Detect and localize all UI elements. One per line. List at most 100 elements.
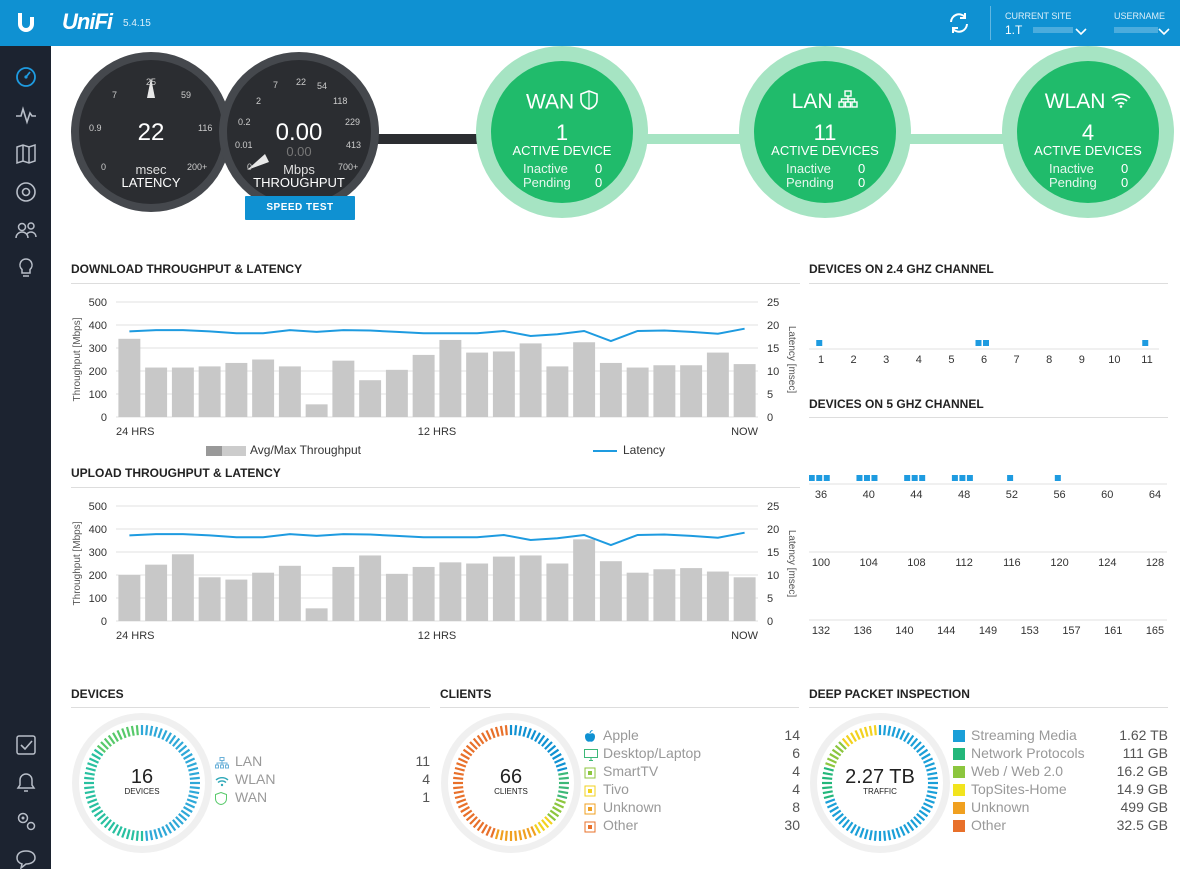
channel-device-marker[interactable] (919, 475, 926, 481)
clients-legend-item[interactable]: Tivo 4 (584, 781, 800, 799)
clients-legend-item[interactable]: Unknown 8 (584, 799, 800, 817)
upload-bar[interactable] (171, 554, 194, 621)
upload-bar[interactable] (599, 561, 622, 621)
devices-legend-item[interactable]: WLAN 4 (215, 771, 430, 789)
channel-device-marker[interactable] (863, 475, 870, 481)
upload-bar[interactable] (733, 577, 756, 621)
download-bar[interactable] (118, 338, 141, 417)
upload-bar[interactable] (680, 568, 703, 621)
upload-bar[interactable] (198, 577, 221, 621)
upload-bar[interactable] (466, 563, 489, 622)
channel-device-marker[interactable] (809, 475, 815, 481)
ubiquiti-logo[interactable] (13, 10, 39, 36)
download-bar[interactable] (573, 342, 596, 417)
dpi-legend-item[interactable]: Web / Web 2.0 16.2 GB (953, 763, 1168, 781)
channel-device-marker[interactable] (823, 475, 830, 481)
download-bar[interactable] (466, 352, 489, 417)
channel-device-marker[interactable] (951, 475, 958, 481)
download-bar[interactable] (305, 404, 328, 417)
dpi-legend-item[interactable]: Network Protocols 111 GB (953, 745, 1168, 763)
upload-bar[interactable] (385, 573, 408, 621)
download-latency-line[interactable] (129, 327, 745, 343)
statistics-icon[interactable] (14, 103, 38, 127)
channel-device-marker[interactable] (1142, 340, 1149, 346)
download-bar[interactable] (145, 367, 168, 417)
upload-throughput-chart[interactable]: 0 100 200 300 400 500 0 5 10 15 20 25 Throughput [Mb… (66, 494, 806, 644)
map-icon[interactable] (14, 142, 38, 166)
upload-bar[interactable] (573, 539, 596, 621)
download-bar[interactable] (492, 351, 515, 417)
upload-bar[interactable] (118, 575, 141, 621)
settings-icon[interactable] (14, 809, 38, 833)
wan-status[interactable]: WAN 1 ACTIVE DEVICE Inactive 0 Pending 0 (491, 62, 633, 202)
channel-device-marker[interactable] (816, 475, 823, 481)
download-bar[interactable] (439, 339, 462, 417)
channel-device-marker[interactable] (871, 475, 878, 481)
download-bar[interactable] (225, 362, 248, 417)
channel-device-marker[interactable] (966, 475, 973, 481)
dpi-legend-item[interactable]: TopSites-Home 14.9 GB (953, 781, 1168, 799)
clients-legend-item[interactable]: Other 30 (584, 817, 800, 835)
clients-legend-item[interactable]: Desktop/Laptop 6 (584, 745, 800, 763)
channel-device-marker[interactable] (959, 475, 966, 481)
download-bar[interactable] (412, 354, 435, 417)
download-bar[interactable] (385, 369, 408, 417)
download-bar[interactable] (653, 365, 676, 417)
dpi-legend-item[interactable]: Other 32.5 GB (953, 817, 1168, 835)
download-bar[interactable] (332, 360, 355, 417)
download-bar[interactable] (171, 367, 194, 417)
download-bar[interactable] (278, 366, 301, 417)
channel-device-marker[interactable] (983, 340, 989, 346)
upload-latency-line[interactable] (129, 531, 745, 547)
upload-bar[interactable] (359, 555, 382, 621)
download-bar[interactable] (519, 343, 542, 417)
channel-device-marker[interactable] (911, 475, 918, 481)
upload-bar[interactable] (412, 566, 435, 621)
channel-device-marker[interactable] (1007, 475, 1014, 481)
upload-bar[interactable] (626, 572, 649, 621)
upload-bar[interactable] (546, 563, 569, 622)
user-menu[interactable]: USERNAME (1114, 0, 1174, 46)
channel-device-marker[interactable] (816, 340, 823, 346)
download-bar[interactable] (359, 380, 382, 417)
devices-icon[interactable] (14, 180, 38, 204)
dpi-legend-item[interactable]: Unknown 499 GB (953, 799, 1168, 817)
devices-legend-item[interactable]: WAN 1 (215, 789, 430, 807)
dpi-legend-item[interactable]: Streaming Media 1.62 TB (953, 727, 1168, 745)
alerts-icon[interactable] (14, 733, 38, 757)
channel-device-marker[interactable] (904, 475, 911, 481)
lan-status[interactable]: LAN 11 ACTIVE DEVICES Inactive 0 Pending… (754, 62, 896, 202)
upload-bar[interactable] (439, 562, 462, 621)
clients-legend-item[interactable]: Apple 14 (584, 727, 800, 745)
clients-icon[interactable] (14, 218, 38, 242)
refresh-icon[interactable] (946, 11, 972, 35)
insights-icon[interactable] (14, 256, 38, 280)
download-bar[interactable] (252, 359, 275, 418)
upload-bar[interactable] (706, 571, 729, 621)
clients-legend-item[interactable]: SmartTV 4 (584, 763, 800, 781)
download-bar[interactable] (733, 364, 756, 417)
upload-bar[interactable] (252, 572, 275, 621)
wlan-status[interactable]: WLAN 4 ACTIVE DEVICES Inactive 0 Pending… (1017, 62, 1159, 202)
events-icon[interactable] (14, 771, 38, 795)
download-bar[interactable] (599, 362, 622, 417)
download-bar[interactable] (680, 365, 703, 417)
download-bar[interactable] (198, 366, 221, 417)
upload-bar[interactable] (225, 579, 248, 621)
site-selector[interactable]: CURRENT SITE 1.T (1005, 0, 1095, 46)
upload-bar[interactable] (305, 608, 328, 621)
upload-bar[interactable] (145, 564, 168, 621)
devices-legend-item[interactable]: LAN 11 (215, 753, 430, 771)
upload-bar[interactable] (653, 569, 676, 621)
channel-device-marker[interactable] (1054, 475, 1061, 481)
download-bar[interactable] (706, 352, 729, 417)
download-bar[interactable] (626, 367, 649, 417)
speed-test-button[interactable]: SPEED TEST (245, 196, 355, 220)
upload-bar[interactable] (519, 555, 542, 621)
chat-icon[interactable] (14, 847, 38, 871)
download-throughput-chart[interactable]: 0 100 200 300 400 500 0 5 10 15 20 25 Throughput [Mb… (66, 290, 806, 440)
channel-device-marker[interactable] (856, 475, 863, 481)
download-bar[interactable] (546, 366, 569, 417)
upload-bar[interactable] (278, 565, 301, 621)
upload-bar[interactable] (332, 566, 355, 621)
